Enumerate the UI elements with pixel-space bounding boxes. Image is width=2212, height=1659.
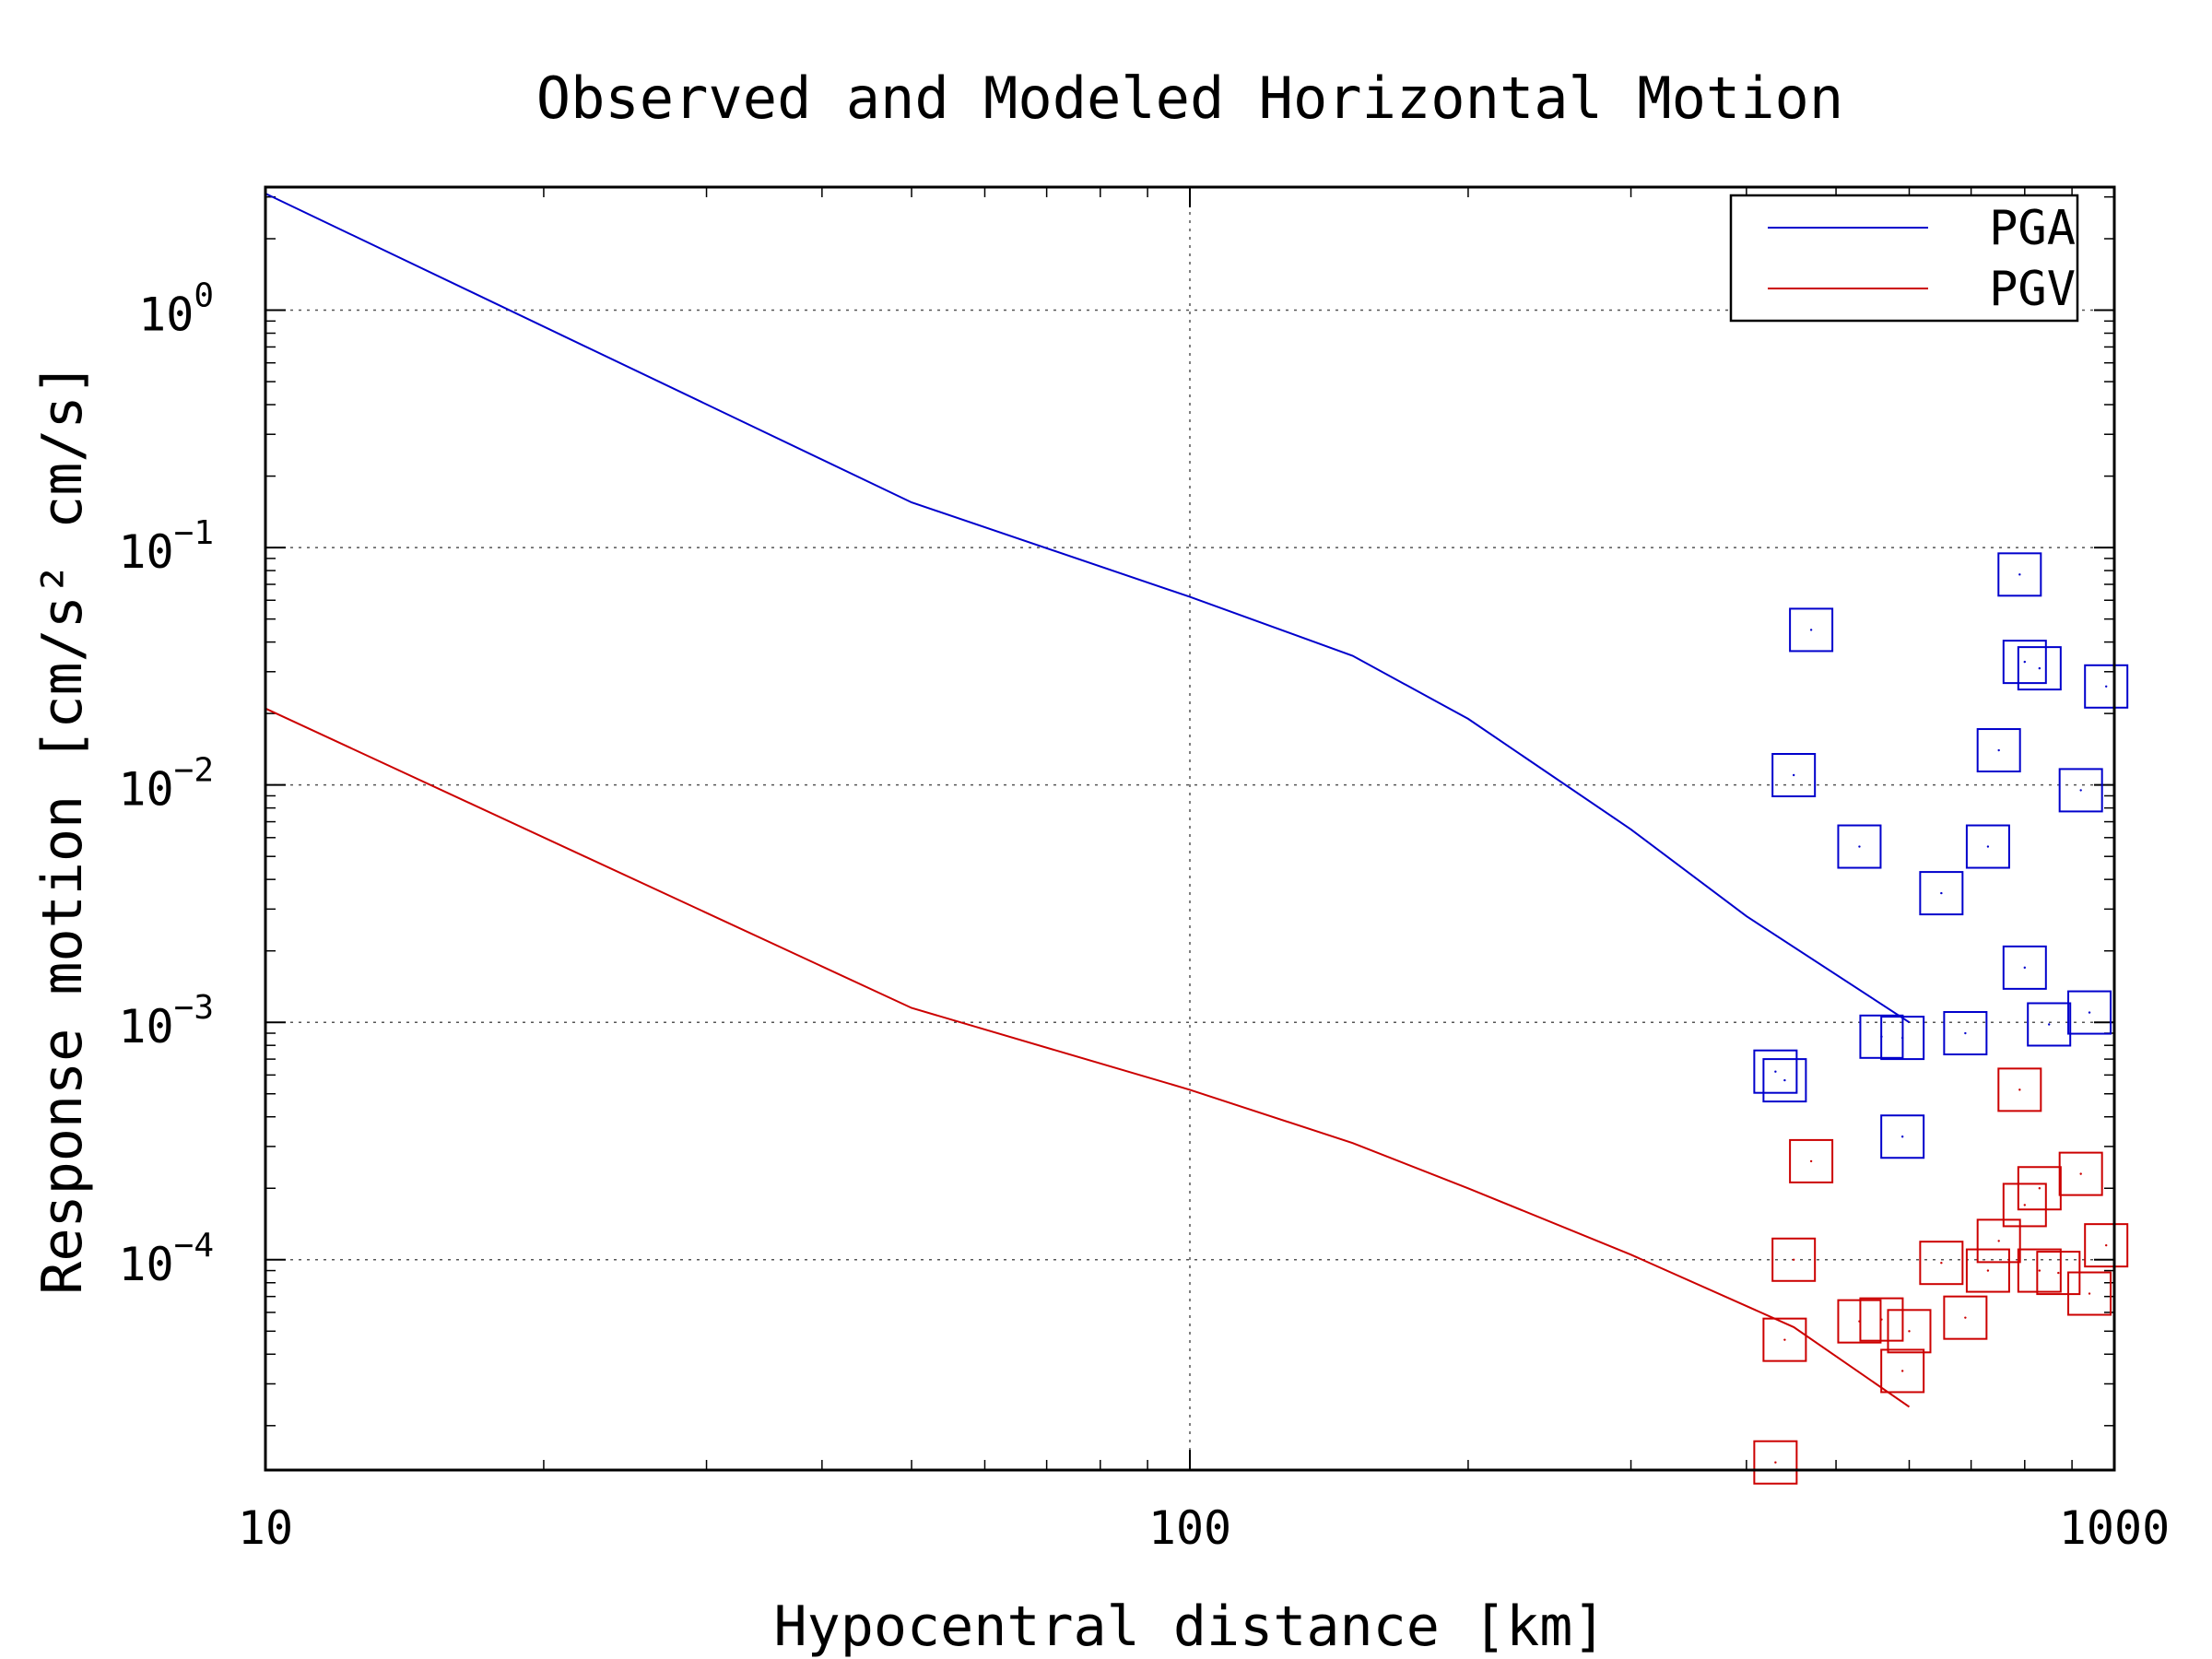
pga-observed-marker-dot bbox=[1774, 1070, 1777, 1073]
pgv-observed-marker bbox=[1976, 1218, 2021, 1264]
pga-observed-marker-dot bbox=[1986, 845, 1990, 848]
grid-lines bbox=[265, 187, 2114, 1470]
pga-observed-marker bbox=[2002, 945, 2047, 990]
pga-observed-marker-dot bbox=[2018, 573, 2021, 576]
pga-observed-marker-dot bbox=[2023, 660, 2026, 664]
pgv-observed-marker-dot bbox=[2023, 1204, 2026, 1206]
pgv-observed-marker-dot bbox=[2018, 1088, 2021, 1091]
plot-frame bbox=[264, 185, 2116, 1472]
legend-label-pga: PGA bbox=[1989, 201, 2076, 256]
pga-observed-marker bbox=[2002, 640, 2047, 685]
pgv-observed-marker bbox=[2017, 1248, 2062, 1293]
x-tick-label: 10 bbox=[238, 1501, 293, 1555]
legend: PGA PGV bbox=[1729, 194, 2079, 323]
x-tick-label: 1000 bbox=[2059, 1501, 2170, 1555]
pgv-observed-marker bbox=[2067, 1271, 2112, 1316]
y-tick-label: 10−1 bbox=[118, 514, 214, 579]
pgv-observed-marker-dot bbox=[2079, 1172, 2082, 1175]
pgv-observed-marker bbox=[1762, 1317, 1807, 1362]
pgv-model-line bbox=[265, 707, 1911, 1408]
pgv-observed-marker bbox=[1789, 1138, 1834, 1183]
pgv-observed-marker bbox=[2058, 1151, 2103, 1196]
pgv-observed-marker-dot bbox=[2057, 1271, 2060, 1275]
y-tick-label: 100 bbox=[138, 277, 214, 342]
pgv-observed-marker-dot bbox=[2038, 1187, 2041, 1190]
pgv-observed-marker bbox=[1887, 1309, 1932, 1354]
pgv-observed-marker bbox=[1771, 1237, 1817, 1282]
pgv-observed-marker-dot bbox=[1880, 1318, 1883, 1321]
pga-observed-marker-dot bbox=[1940, 891, 1943, 895]
y-tick-label: 10−3 bbox=[118, 989, 214, 1053]
y-axis-label: Response motion [cm/s² cm/s] bbox=[30, 362, 95, 1294]
pga-observed-marker bbox=[2058, 768, 2103, 813]
legend-box bbox=[1729, 194, 2079, 323]
pga-observed-marker-dot bbox=[2038, 666, 2041, 670]
pgv-observed-marker-dot bbox=[1986, 1269, 1990, 1272]
pga-observed-marker bbox=[1771, 753, 1817, 798]
pga-observed-marker bbox=[1997, 552, 2042, 597]
pga-observed-marker bbox=[1976, 728, 2021, 773]
pgv-observed-marker-dot bbox=[2104, 1243, 2108, 1247]
pgv-observed-marker-dot bbox=[1908, 1330, 1911, 1333]
x-tick-labels: 10 100 1000 bbox=[238, 1501, 2170, 1555]
pga-observed-marker-dot bbox=[2023, 966, 2026, 970]
pga-observed-marker bbox=[2017, 646, 2062, 691]
pgv-observed-marker bbox=[2084, 1223, 2129, 1268]
pgv-observed-marker-dot bbox=[1964, 1316, 1967, 1319]
pgv-observed-marker-dot bbox=[1783, 1338, 1786, 1341]
legend-label-pgv: PGV bbox=[1989, 262, 2076, 317]
pga-observed-marker bbox=[1919, 871, 1964, 916]
pga-observed-marker-dot bbox=[1964, 1031, 1967, 1035]
pga-observed-marker-dot bbox=[2079, 789, 2082, 792]
pgv-observed-marker bbox=[1880, 1348, 1925, 1394]
pgv-observed-marker bbox=[1943, 1295, 1988, 1340]
pga-observed-marker bbox=[1880, 1016, 1925, 1061]
pgv-observed-marker bbox=[1859, 1297, 1904, 1342]
y-tick-label: 10−4 bbox=[118, 1227, 214, 1291]
pga-observed-marker-dot bbox=[2088, 1011, 2091, 1014]
y-tick-labels: 100 10−1 10−2 10−3 10−4 bbox=[118, 277, 214, 1291]
pga-observed-marker-dot bbox=[1997, 748, 2000, 752]
pgv-observed-marker bbox=[2002, 1182, 2047, 1228]
y-tick-label: 10−2 bbox=[118, 752, 214, 817]
pga-observed-marker-dot bbox=[1809, 629, 1813, 631]
series-layer bbox=[265, 193, 2129, 1485]
pgv-observed-marker-dot bbox=[1774, 1461, 1777, 1464]
x-tick-label: 100 bbox=[1148, 1501, 1231, 1555]
pga-observed-marker-dot bbox=[2104, 685, 2108, 688]
pgv-observed-marker bbox=[1965, 1248, 2010, 1293]
pga-observed-marker bbox=[2084, 664, 2129, 709]
pgv-observed-marker bbox=[1997, 1067, 2042, 1112]
pga-observed-marker-dot bbox=[1900, 1036, 1904, 1040]
pgv-observed-marker-dot bbox=[2088, 1292, 2091, 1295]
pgv-observed-marker-dot bbox=[1792, 1258, 1795, 1261]
pga-model-line bbox=[265, 193, 1911, 1024]
pga-observed-marker bbox=[1880, 1114, 1925, 1159]
pgv-observed-marker bbox=[1753, 1440, 1798, 1485]
pgv-observed-marker-dot bbox=[1997, 1240, 2000, 1242]
axis-ticks bbox=[265, 187, 2115, 1470]
pga-observed-marker bbox=[1753, 1049, 1798, 1094]
pga-observed-marker-dot bbox=[1858, 845, 1861, 848]
pga-observed-marker bbox=[2027, 1002, 2072, 1047]
chart-title: Observed and Modeled Horizontal Motion bbox=[536, 65, 1843, 132]
pga-observed-marker-dot bbox=[1792, 773, 1795, 777]
pgv-observed-marker-dot bbox=[2038, 1269, 2041, 1272]
pga-observed-marker-dot bbox=[1900, 1135, 1904, 1138]
pgv-observed-marker-dot bbox=[1940, 1261, 1943, 1265]
pga-observed-marker bbox=[1943, 1011, 1988, 1056]
pga-observed-marker bbox=[1837, 824, 1882, 869]
pga-observed-marker bbox=[2067, 990, 2112, 1035]
x-axis-label: Hypocentral distance [km] bbox=[773, 1594, 1606, 1659]
pgv-observed-marker bbox=[1919, 1241, 1964, 1286]
pga-observed-marker bbox=[1965, 824, 2010, 869]
pga-observed-marker bbox=[1762, 1058, 1807, 1103]
pga-observed-marker-dot bbox=[2048, 1023, 2051, 1026]
pgv-observed-marker bbox=[2017, 1166, 2062, 1211]
pgv-observed-marker-dot bbox=[1900, 1370, 1904, 1372]
pga-observed-marker bbox=[1789, 607, 1834, 653]
pgv-observed-marker-dot bbox=[1809, 1159, 1813, 1163]
pga-observed-marker-dot bbox=[1783, 1078, 1786, 1082]
